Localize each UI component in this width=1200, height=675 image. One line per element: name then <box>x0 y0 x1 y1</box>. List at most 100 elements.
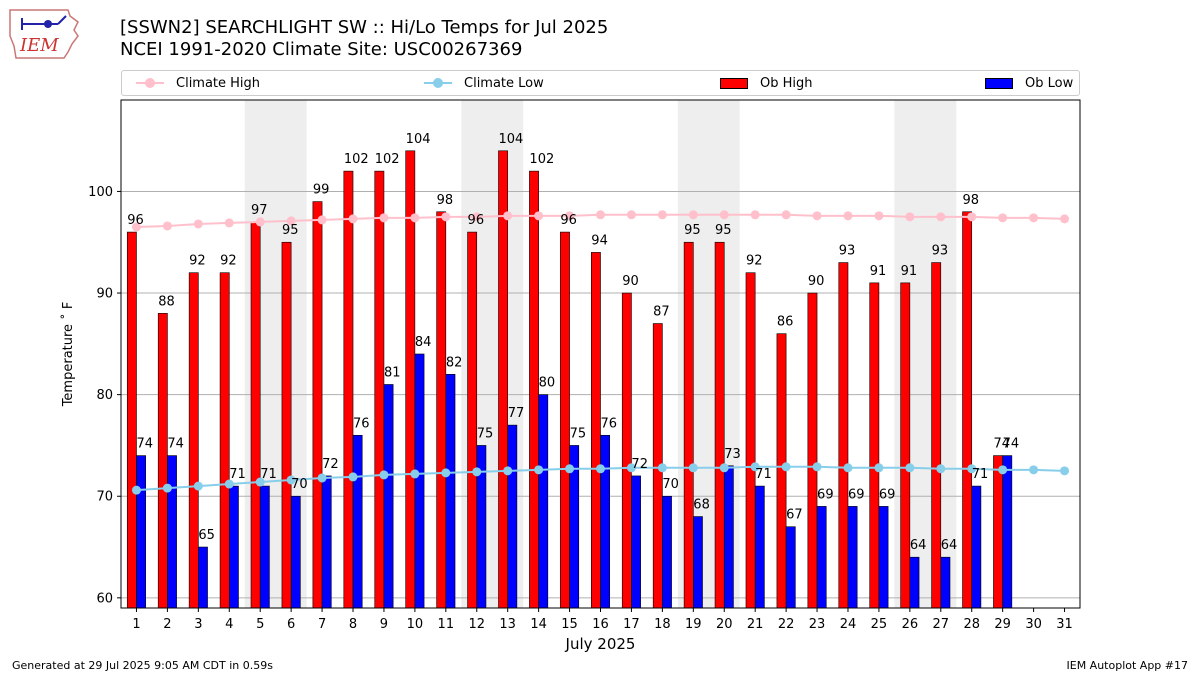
ob-low-label-3: 65 <box>198 528 215 543</box>
ob-low-bar-18 <box>662 495 672 609</box>
ob-high-bar-9 <box>374 170 385 609</box>
ob-high-bar-20 <box>714 241 725 609</box>
ob-low-bar-9 <box>383 384 394 609</box>
ob-low-bar-1 <box>136 455 146 609</box>
climate-low-point-4 <box>224 479 234 489</box>
y-tick-label-90: 90 <box>96 287 113 302</box>
ob-low-label-1: 74 <box>136 437 153 452</box>
x-tick-label-5: 5 <box>256 617 264 632</box>
climate-high-point-26 <box>905 212 915 222</box>
ob-high-bar-17 <box>621 292 632 609</box>
y-tick-label-80: 80 <box>96 388 113 403</box>
ob-high-label-28: 98 <box>963 193 980 208</box>
climate-high-point-29 <box>998 213 1008 223</box>
ob-low-label-9: 81 <box>384 365 401 380</box>
ob-low-label-29: 74 <box>1003 437 1020 452</box>
y-axis-label: Temperature ˚ F <box>60 302 76 408</box>
climate-low-point-2 <box>162 483 172 493</box>
x-tick-label-15: 15 <box>561 617 578 632</box>
iem-logo: IEM <box>9 9 79 59</box>
ob-high-label-2: 88 <box>158 294 175 309</box>
x-tick-label-7: 7 <box>318 617 326 632</box>
ob-low-bar-7 <box>321 475 332 609</box>
climate-low-point-5 <box>255 477 265 487</box>
ob-low-bar-23 <box>816 506 827 609</box>
climate-low-point-31 <box>1060 466 1070 476</box>
x-tick-label-29: 29 <box>994 617 1011 632</box>
ob-low-label-5: 71 <box>260 467 277 482</box>
legend-climate-high-label: Climate High <box>176 75 261 91</box>
x-tick-label-4: 4 <box>225 617 233 632</box>
climate-high-point-27 <box>936 212 946 222</box>
climate-low-point-7 <box>317 473 327 483</box>
climate-high-point-13 <box>503 211 513 221</box>
ob-low-bar-26 <box>909 556 920 609</box>
legend-ob-high: Ob High <box>720 75 813 91</box>
ob-low-label-18: 70 <box>662 477 679 492</box>
ob-high-bar-6 <box>281 241 292 609</box>
ob-low-label-2: 74 <box>167 437 184 452</box>
ob-high-bar-24 <box>838 262 849 609</box>
x-tick-label-2: 2 <box>163 617 171 632</box>
climate-high-point-21 <box>750 210 760 220</box>
ob-high-label-21: 92 <box>746 254 763 269</box>
ob-high-bar-15 <box>560 231 570 609</box>
ob-low-label-10: 84 <box>415 335 432 350</box>
ob-high-label-24: 93 <box>839 244 856 259</box>
ob-low-label-14: 80 <box>539 376 556 391</box>
ob-low-label-15: 75 <box>570 426 587 441</box>
ob-high-bar-11 <box>436 211 447 609</box>
ob-low-label-4: 71 <box>229 467 246 482</box>
climate-low-point-17 <box>626 463 636 473</box>
ob-low-label-17: 72 <box>631 457 648 472</box>
climate-high-point-17 <box>626 210 636 220</box>
ob-high-label-9: 102 <box>375 152 400 167</box>
climate-low-point-8 <box>348 472 358 482</box>
x-tick-label-24: 24 <box>840 617 857 632</box>
x-tick-label-16: 16 <box>592 617 609 632</box>
climate-low-point-1 <box>131 485 141 495</box>
ob-low-label-16: 76 <box>601 416 618 431</box>
ob-low-label-13: 77 <box>508 406 525 421</box>
climate-low-point-24 <box>843 463 853 473</box>
x-tick-label-18: 18 <box>654 617 671 632</box>
x-tick-label-31: 31 <box>1056 617 1073 632</box>
ob-high-bar-8 <box>343 170 354 609</box>
ob-low-label-21: 71 <box>755 467 772 482</box>
climate-high-point-24 <box>843 211 853 221</box>
climate-high-point-5 <box>255 217 265 227</box>
ob-low-bar-28 <box>971 485 982 609</box>
legend-climate-low: Climate Low <box>424 75 544 91</box>
climate-high-point-18 <box>657 210 667 220</box>
climate-high-point-14 <box>534 211 544 221</box>
climate-high-point-3 <box>193 219 203 229</box>
climate-high-point-6 <box>286 216 296 226</box>
ob-high-label-29: 74 <box>993 437 1010 452</box>
climate-low-point-19 <box>688 463 698 473</box>
chart-title-line2: NCEI 1991-2020 Climate Site: USC00267369 <box>120 39 523 60</box>
x-tick-label-19: 19 <box>685 617 702 632</box>
ob-low-label-25: 69 <box>879 487 896 502</box>
legend-climate-high: Climate High <box>136 75 260 91</box>
x-tick-label-21: 21 <box>747 617 764 632</box>
ob-high-label-12: 96 <box>468 213 485 228</box>
x-tick-label-26: 26 <box>902 617 919 632</box>
climate-high-point-12 <box>472 212 482 222</box>
ob-high-bar-7 <box>312 201 323 609</box>
climate-low-point-18 <box>657 463 667 473</box>
climate-low-point-21 <box>750 462 760 472</box>
x-tick-label-13: 13 <box>499 617 516 632</box>
ob-low-label-28: 71 <box>972 467 989 482</box>
ob-high-label-15: 96 <box>560 213 577 228</box>
legend-climate-low-label: Climate Low <box>464 75 544 91</box>
climate-high-point-20 <box>719 210 729 220</box>
ob-high-bar-28 <box>962 211 973 609</box>
chart-title-line1: [SSWN2] SEARCHLIGHT SW :: Hi/Lo Temps fo… <box>120 17 609 38</box>
ob-high-label-17: 90 <box>622 274 639 289</box>
climate-low-point-23 <box>812 462 822 472</box>
climate-low-point-22 <box>781 462 791 472</box>
ob-low-label-22: 67 <box>786 508 803 523</box>
ob-low-bar-2 <box>167 455 177 609</box>
x-tick-label-17: 17 <box>623 617 640 632</box>
